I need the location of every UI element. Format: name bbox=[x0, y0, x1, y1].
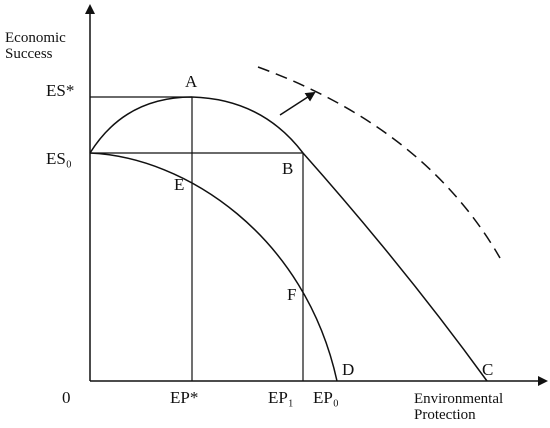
shift-arrow bbox=[279, 91, 316, 116]
x-tick-label: EP₀ bbox=[313, 388, 339, 407]
y-tick-label: ES* bbox=[46, 81, 74, 100]
x-tick-label: EP₁ bbox=[268, 388, 294, 407]
point-label: D bbox=[342, 360, 354, 379]
shifted-frontier bbox=[257, 66, 501, 259]
point-label: C bbox=[482, 360, 493, 379]
point-label: E bbox=[174, 175, 184, 194]
y-tick-label: ES₀ bbox=[46, 149, 72, 168]
y-axis-label: Economic bbox=[5, 30, 66, 46]
point-label: F bbox=[287, 285, 296, 304]
point-label: A bbox=[185, 72, 198, 91]
inner-frontier bbox=[89, 152, 338, 382]
x-axis-label: Environmental bbox=[414, 391, 503, 407]
guide-lines bbox=[90, 96, 304, 381]
y-axis-label: Success bbox=[5, 46, 53, 62]
point-label: B bbox=[282, 159, 293, 178]
origin-label: 0 bbox=[62, 388, 71, 407]
x-axis-label: Protection bbox=[414, 407, 476, 423]
x-tick-label: EP* bbox=[170, 388, 198, 407]
outer-frontier bbox=[89, 96, 488, 382]
